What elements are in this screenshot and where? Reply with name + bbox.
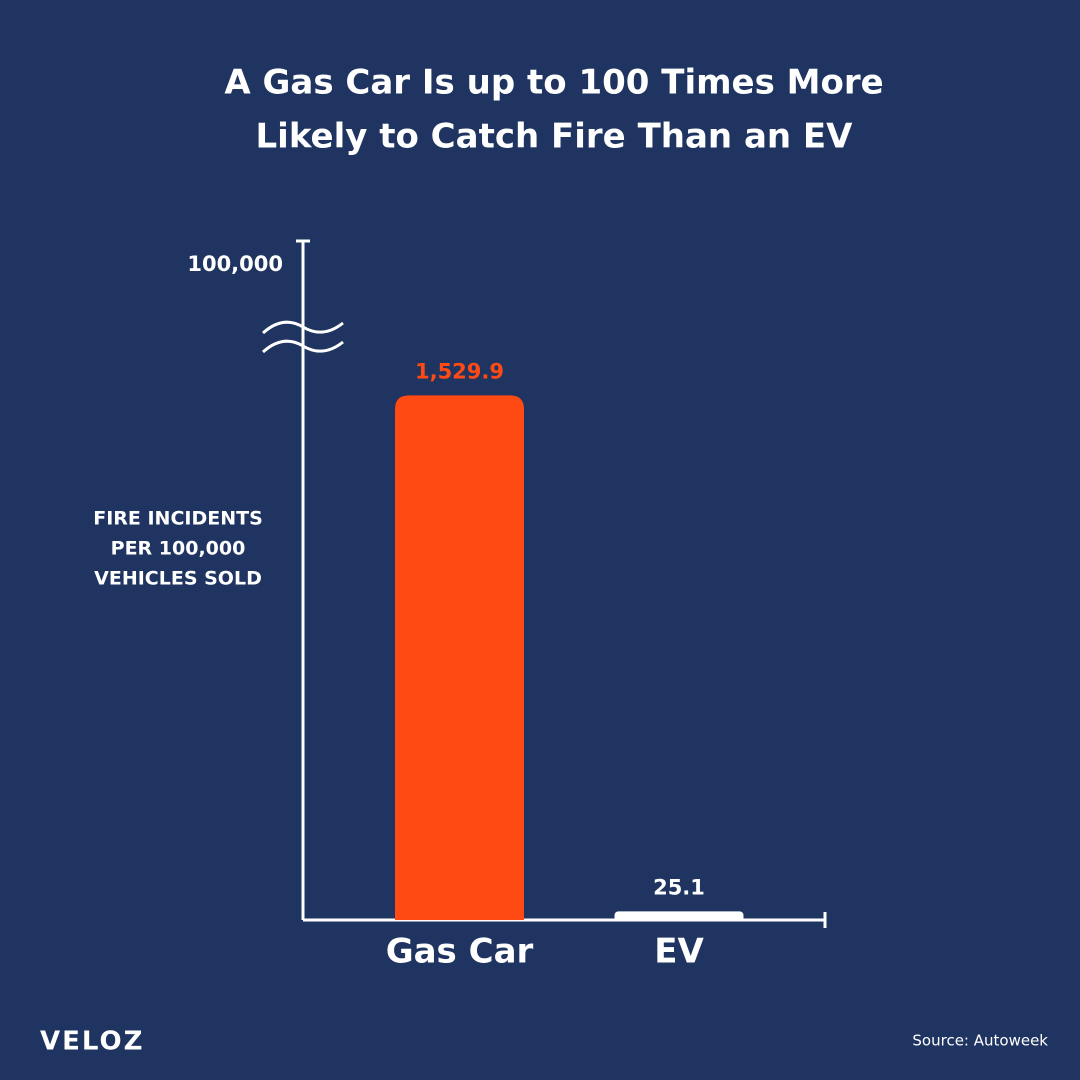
chart-title: Likely to Catch Fire Than an EV	[256, 117, 854, 157]
y-axis-label: FIRE INCIDENTS	[93, 508, 263, 530]
value-label: 1,529.9	[415, 359, 504, 383]
bar	[395, 395, 524, 920]
logo: VELOZ	[40, 1027, 144, 1057]
source: Source: Autoweek	[912, 1032, 1048, 1050]
bar	[614, 911, 744, 920]
chart-title: A Gas Car Is up to 100 Times More	[224, 63, 883, 103]
y-axis-label: PER 100,000	[111, 538, 246, 560]
x-tick-label: EV	[654, 932, 704, 972]
axis-break	[261, 320, 344, 335]
y-axis-label: VEHICLES SOLD	[94, 568, 262, 590]
value-label: 25.1	[653, 875, 705, 899]
x-tick-label: Gas Car	[386, 932, 534, 972]
y-tick-label: 100,000	[187, 252, 283, 276]
axis-break	[261, 339, 344, 354]
